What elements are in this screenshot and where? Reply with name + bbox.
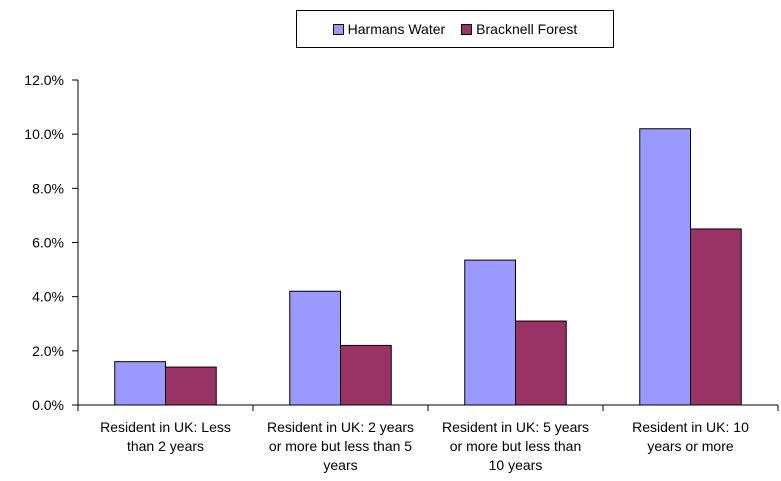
y-tick-label: 10.0%: [24, 126, 64, 142]
x-tick-label: or more but less than 5: [269, 438, 412, 454]
y-tick-label: 8.0%: [32, 180, 64, 196]
x-tick-label: Resident in UK: 10: [632, 419, 749, 435]
legend-label-bracknell-forest: Bracknell Forest: [476, 21, 578, 37]
x-tick-label: years: [323, 457, 357, 473]
bar: [289, 290, 341, 406]
x-tick-label: than 2 years: [127, 438, 204, 454]
bar: [165, 366, 217, 406]
y-tick-label: 4.0%: [32, 289, 64, 305]
bar: [340, 344, 392, 406]
x-tick-label: or more but less than: [450, 438, 582, 454]
legend-item-bracknell-forest: Bracknell Forest: [461, 21, 577, 37]
x-tick-label: Resident in UK: Less: [100, 419, 231, 435]
x-tick-label: 10 years: [489, 457, 543, 473]
x-tick-label: Resident in UK: 2 years: [267, 419, 414, 435]
bar: [114, 361, 166, 406]
y-tick-label: 0.0%: [32, 397, 64, 413]
legend-label-harmans-water: Harmans Water: [347, 21, 446, 37]
bar: [515, 320, 567, 406]
bar: [464, 259, 516, 406]
legend-swatch-bracknell-forest: [461, 23, 473, 35]
legend-swatch-harmans-water: [332, 23, 344, 35]
bar: [639, 128, 691, 406]
x-tick-label: years or more: [647, 438, 734, 454]
y-tick-label: 12.0%: [24, 72, 64, 88]
x-tick-label: Resident in UK: 5 years: [442, 419, 589, 435]
bar: [690, 228, 742, 406]
y-tick-label: 6.0%: [32, 235, 64, 251]
legend-item-harmans-water: Harmans Water: [332, 21, 446, 37]
chart-legend: Harmans Water Bracknell Forest: [296, 10, 614, 48]
y-tick-label: 2.0%: [32, 343, 64, 359]
